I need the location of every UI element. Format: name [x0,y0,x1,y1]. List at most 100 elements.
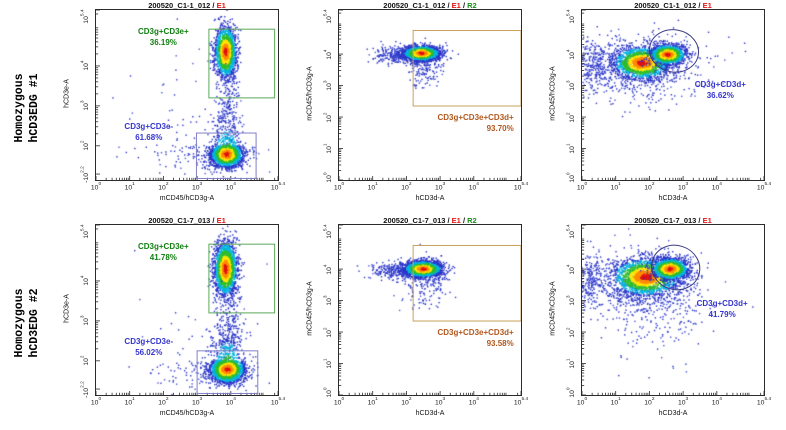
x-tick-label: 102 [401,397,412,407]
tick-exponent: 0 [584,397,588,402]
panel-title: 200520_C1-1_012 / E1 [562,1,784,10]
row-label-text: Homozygous hCD3EDG #1 [13,73,43,142]
flow-panel-r2c2: 200520_C1-7_013 / E1 / R2 CD3g+CD3e+CD3d+… [299,215,542,430]
tick-exponent: 0 [566,386,572,390]
tick-exponent: 4 [80,275,86,279]
row-label-2: Homozygous hCD3EDG #2 [0,215,56,430]
x-tick-label: 102 [158,182,169,192]
tick-exponent: 3 [199,397,203,402]
gate-percent: 56.02% [135,347,163,357]
y-tick-label: 101 [566,143,576,154]
tick-exponent: 3 [685,397,689,402]
tick-exponent: 4 [719,182,722,187]
tick-exponent: 2.2 [80,165,86,173]
tick-exponent: 4 [233,182,236,187]
y-tick-label: -102.2 [80,380,90,398]
x-tick-label: 105.4 [270,182,286,192]
tick-exponent: 0 [323,386,329,390]
scatter-canvas [96,225,278,395]
tick-exponent: 2 [408,182,412,187]
figure-row-1: Homozygous hCD3EDG #1 200520_C1-1_012 / … [0,0,784,215]
tick-exponent: 2 [165,397,169,402]
y-tick-label: -102.2 [80,165,90,183]
x-tick-label: 103 [191,397,203,407]
tick-exponent: 2 [651,397,655,402]
plot-area [95,224,279,396]
scatter-canvas [582,225,764,395]
tick-exponent: 5.4 [566,223,572,231]
x-tick-label: 100 [90,397,102,407]
gate-percent: 61.68% [135,132,163,142]
tick-exponent: 0 [98,397,102,402]
tick-exponent: 0 [566,171,572,175]
row-label-line2: hCD3EDG #1 [28,72,41,143]
row-label-line2: hCD3EDG #2 [28,287,41,358]
tick-exponent: 0 [323,171,329,175]
panel-title: 200520_C1-7_013 / E1 / R2 [319,216,541,225]
x-tick-label: 105.4 [756,182,772,192]
gate-label: CD3g+CD3d+ 36.62% [695,79,746,101]
gate-overlay [96,225,278,395]
tick-exponent: 5.4 [80,8,86,16]
tick-exponent: 5.4 [278,182,286,187]
gate-label: CD3g+CD3e+ 36.19% [138,26,189,48]
y-tick-label: 103 [566,80,576,91]
x-tick-label: 105.4 [513,397,529,407]
tick-exponent: 1 [375,397,378,402]
x-tick-label: 100 [333,397,345,407]
gate-name: CD3g+CD3e- [124,336,174,346]
tick-exponent: 2 [566,111,572,115]
y-tick-label: 105.4 [566,8,576,24]
x-tick-label: 101 [610,397,621,407]
y-tick-label: 102 [80,140,90,151]
panel-title-part: E1 [451,216,461,225]
tick-exponent: 3 [323,295,329,299]
panel-title-part: R2 [467,1,477,10]
y-tick-label: 105.4 [323,223,333,239]
x-tick-label: 103 [677,397,689,407]
gate-rect [412,244,521,322]
gate-name: CD3g+CD3d+ [696,299,748,309]
x-tick-label: 103 [677,182,689,192]
tick-exponent: 5.4 [764,182,772,187]
x-tick-label: 102 [644,182,655,192]
panel-title-part: 200520_C1-1_012 / [383,1,452,10]
x-tick-label: 105.4 [270,397,286,407]
gate-rect [208,28,276,99]
gate-name: CD3g+CD3e+CD3d+ [437,113,514,122]
y-axis-label: hCD3e-A [63,79,71,108]
tick-exponent: 5.4 [521,397,529,402]
row-label-text: Homozygous hCD3EDG #2 [13,288,43,357]
x-axis-label: hCD3d-A [658,195,688,202]
x-tick-label: 102 [401,182,412,192]
row-label-1: Homozygous hCD3EDG #1 [0,0,56,215]
gate-label: CD3g+CD3e+CD3d+ 93.70% [437,112,513,134]
y-axis-label: mCD45/hCD3g-A [549,281,557,336]
plot-area [581,9,765,181]
x-tick-label: 100 [333,182,345,192]
panel-title-part: E1 [702,1,712,10]
y-tick-label: 103 [80,100,90,111]
gate-percent: 41.79% [708,310,736,320]
plot-area [95,9,279,181]
tick-exponent: 4 [80,60,86,64]
tick-exponent: 2 [651,182,655,187]
tick-exponent: 1 [618,397,621,402]
x-tick-label: 100 [90,182,102,192]
tick-exponent: 5.4 [323,8,329,16]
y-tick-label: 102 [566,326,576,338]
y-axis-label: mCD45/hCD3g-A [306,281,314,336]
tick-exponent: 0 [341,397,345,402]
scatter-canvas [339,225,521,395]
tick-exponent: 5.4 [521,182,529,187]
plot-area [338,9,522,181]
x-tick-label: 103 [434,397,446,407]
flow-panel-r1c1: 200520_C1-1_012 / E1 CD3g+CD3e+ 36.19% CD3g… [56,0,299,215]
y-tick-label: 105.4 [566,223,576,239]
gate-name: CD3g+CD3e+CD3d+ [437,328,514,337]
y-axis-label: mCD45/hCD3g-A [306,66,314,121]
tick-exponent: 3 [442,397,446,402]
panel-title-part: / [460,216,468,225]
x-tick-label: 101 [367,397,378,407]
